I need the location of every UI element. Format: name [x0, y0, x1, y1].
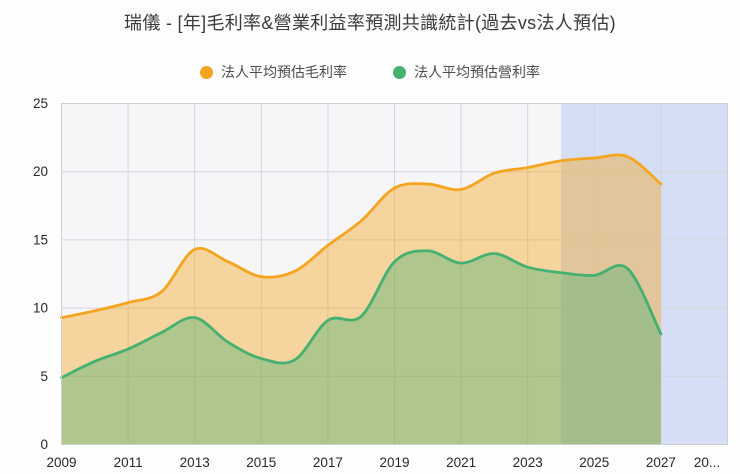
legend-label-operating-margin: 法人平均預估營利率 [414, 64, 540, 80]
y-axis-tick-label: 10 [33, 301, 48, 316]
legend-marker-gross-margin-icon [200, 65, 213, 79]
x-axis-tick-label: 2009 [46, 455, 76, 470]
gross-margin-line[interactable] [60, 153, 663, 320]
x-axis-tick-label: 2019 [379, 455, 409, 470]
x-axis-tick-label: 2017 [313, 455, 343, 470]
y-axis-tick-label: 25 [33, 96, 48, 111]
operating-margin-line[interactable] [60, 249, 663, 380]
x-axis-tick-label: 2023 [513, 455, 543, 470]
y-axis-tick-label: 5 [40, 369, 48, 384]
x-axis-tick-label: 2025 [579, 455, 609, 470]
chart-title: 瑞儀 - [年]毛利率&營業利益率預測共識統計(過去vs法人預估) [124, 13, 616, 33]
operating-margin-area [61, 250, 661, 445]
gross-margin-area [61, 154, 661, 445]
legend-item-operating-margin[interactable]: 法人平均預估營利率 [393, 62, 540, 82]
forecast-region [561, 103, 728, 445]
plot-border [61, 103, 728, 445]
legend-item-gross-margin[interactable]: 法人平均預估毛利率 [200, 62, 347, 82]
x-axis-tick-label: 2021 [446, 455, 476, 470]
x-axis-tick-label: 20... [694, 455, 720, 470]
legend-marker-operating-margin-icon [393, 65, 406, 79]
x-axis-tick-label: 2013 [180, 455, 210, 470]
legend-label-gross-margin: 法人平均預估毛利率 [221, 64, 347, 80]
x-axis-tick-label: 2027 [646, 455, 676, 470]
y-axis-tick-label: 0 [40, 437, 48, 452]
x-axis-tick-label: 2015 [246, 455, 276, 470]
y-axis-tick-label: 20 [33, 164, 48, 179]
x-axis-tick-label: 2011 [114, 455, 143, 470]
legend: 法人平均預估毛利率 法人平均預估營利率 [0, 62, 740, 82]
y-axis-tick-label: 15 [33, 232, 48, 247]
